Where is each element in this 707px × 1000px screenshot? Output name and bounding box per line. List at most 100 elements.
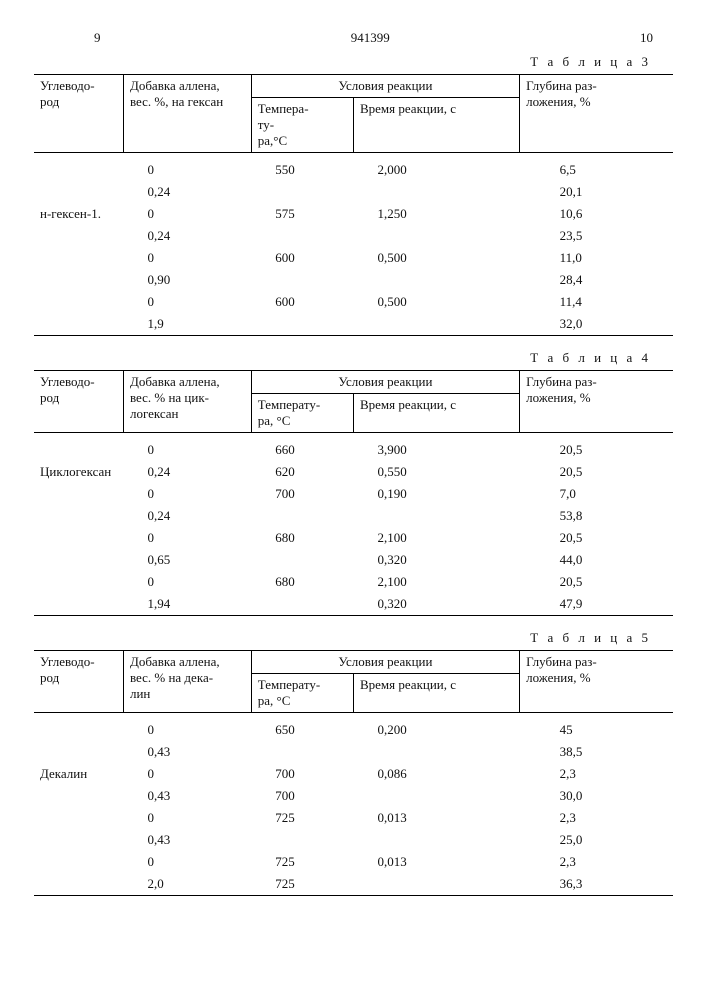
col-conditions: Условия реакции <box>251 75 519 98</box>
cell-hydrocarbon <box>34 247 123 269</box>
cell-hydrocarbon <box>34 741 123 763</box>
cell-temperature <box>251 741 353 763</box>
cell-depth: 25,0 <box>520 829 673 851</box>
table-caption: Т а б л и ц а 5 <box>34 626 673 650</box>
cell-depth: 7,0 <box>520 483 673 505</box>
cell-temperature: 575 <box>251 203 353 225</box>
cell-additive: 0 <box>123 439 251 461</box>
table-row: 07000,1907,0 <box>34 483 673 505</box>
cell-hydrocarbon <box>34 785 123 807</box>
cell-additive: 2,0 <box>123 873 251 896</box>
cell-hydrocarbon: н-гексен-1. <box>34 203 123 225</box>
col-temperature: Температу-ра, °C <box>251 674 353 713</box>
cell-temperature: 700 <box>251 785 353 807</box>
cell-temperature: 725 <box>251 851 353 873</box>
cell-temperature <box>251 549 353 571</box>
cell-depth: 23,5 <box>520 225 673 247</box>
col-temperature: Темпера-ту-ра,°C <box>251 98 353 153</box>
cell-time <box>353 505 519 527</box>
table-row: Циклогексан0,246200,55020,5 <box>34 461 673 483</box>
col-additive: Добавка аллена,вес. % на дека-лин <box>123 651 251 713</box>
cell-hydrocarbon <box>34 291 123 313</box>
col-additive: Добавка аллена,вес. %, на гексан <box>123 75 251 153</box>
cell-depth: 11,0 <box>520 247 673 269</box>
cell-additive: 1,9 <box>123 313 251 336</box>
cell-depth: 20,5 <box>520 571 673 593</box>
col-depth: Глубина раз-ложения, % <box>520 651 673 713</box>
cell-additive: 0 <box>123 571 251 593</box>
cell-time: 0,500 <box>353 247 519 269</box>
col-time: Время реакции, с <box>353 98 519 153</box>
table-row: 06000,50011,0 <box>34 247 673 269</box>
cell-temperature: 660 <box>251 439 353 461</box>
cell-temperature: 700 <box>251 483 353 505</box>
table-row: 06500,20045 <box>34 719 673 741</box>
table-row: 1,940,32047,9 <box>34 593 673 616</box>
cell-depth: 20,1 <box>520 181 673 203</box>
cell-hydrocarbon <box>34 313 123 336</box>
table-row: 0,4370030,0 <box>34 785 673 807</box>
table-row: 07250,0132,3 <box>34 807 673 829</box>
cell-hydrocarbon <box>34 719 123 741</box>
table-row: 2,072536,3 <box>34 873 673 896</box>
page-left: 9 <box>94 30 101 46</box>
cell-additive: 0,24 <box>123 505 251 527</box>
cell-time: 0,190 <box>353 483 519 505</box>
cell-hydrocarbon <box>34 439 123 461</box>
cell-time: 0,550 <box>353 461 519 483</box>
cell-temperature: 650 <box>251 719 353 741</box>
col-depth: Глубина раз-ложения, % <box>520 371 673 433</box>
table-row: 06603,90020,5 <box>34 439 673 461</box>
cell-additive: 0,43 <box>123 785 251 807</box>
table-caption: Т а б л и ц а 3 <box>34 50 673 74</box>
cell-hydrocarbon <box>34 483 123 505</box>
cell-depth: 20,5 <box>520 461 673 483</box>
cell-additive: 0,43 <box>123 829 251 851</box>
col-hydrocarbon: Углеводо-род <box>34 75 123 153</box>
cell-additive: 0 <box>123 763 251 785</box>
cell-additive: 0,90 <box>123 269 251 291</box>
cell-time: 0,086 <box>353 763 519 785</box>
cell-additive: 0 <box>123 291 251 313</box>
cell-temperature: 600 <box>251 291 353 313</box>
cell-temperature <box>251 269 353 291</box>
table-row: 06000,50011,4 <box>34 291 673 313</box>
cell-time: 2,000 <box>353 159 519 181</box>
cell-temperature <box>251 505 353 527</box>
cell-depth: 36,3 <box>520 873 673 896</box>
cell-additive: 0 <box>123 527 251 549</box>
page-right: 10 <box>640 30 653 46</box>
cell-hydrocarbon <box>34 181 123 203</box>
table-row: н-гексен-1.05751,25010,6 <box>34 203 673 225</box>
cell-hydrocarbon <box>34 549 123 571</box>
cell-depth: 2,3 <box>520 763 673 785</box>
col-conditions: Условия реакции <box>251 371 519 394</box>
col-hydrocarbon: Углеводо-род <box>34 651 123 713</box>
cell-hydrocarbon <box>34 807 123 829</box>
cell-time: 0,200 <box>353 719 519 741</box>
cell-time <box>353 785 519 807</box>
cell-time <box>353 829 519 851</box>
data-table: Углеводо-родДобавка аллена,вес. %, на ге… <box>34 74 673 336</box>
cell-additive: 0,24 <box>123 461 251 483</box>
table-row: 0,2423,5 <box>34 225 673 247</box>
col-time: Время реакции, с <box>353 674 519 713</box>
cell-hydrocarbon <box>34 527 123 549</box>
cell-additive: 0 <box>123 203 251 225</box>
col-temperature: Температу-ра, °C <box>251 394 353 433</box>
cell-temperature: 620 <box>251 461 353 483</box>
cell-depth: 11,4 <box>520 291 673 313</box>
cell-hydrocarbon <box>34 505 123 527</box>
cell-time: 3,900 <box>353 439 519 461</box>
cell-depth: 10,6 <box>520 203 673 225</box>
cell-additive: 0 <box>123 807 251 829</box>
cell-temperature <box>251 829 353 851</box>
cell-additive: 0 <box>123 719 251 741</box>
cell-time: 0,013 <box>353 851 519 873</box>
col-conditions: Условия реакции <box>251 651 519 674</box>
cell-temperature: 725 <box>251 807 353 829</box>
cell-time <box>353 873 519 896</box>
cell-temperature <box>251 181 353 203</box>
cell-hydrocarbon <box>34 269 123 291</box>
cell-hydrocarbon <box>34 873 123 896</box>
